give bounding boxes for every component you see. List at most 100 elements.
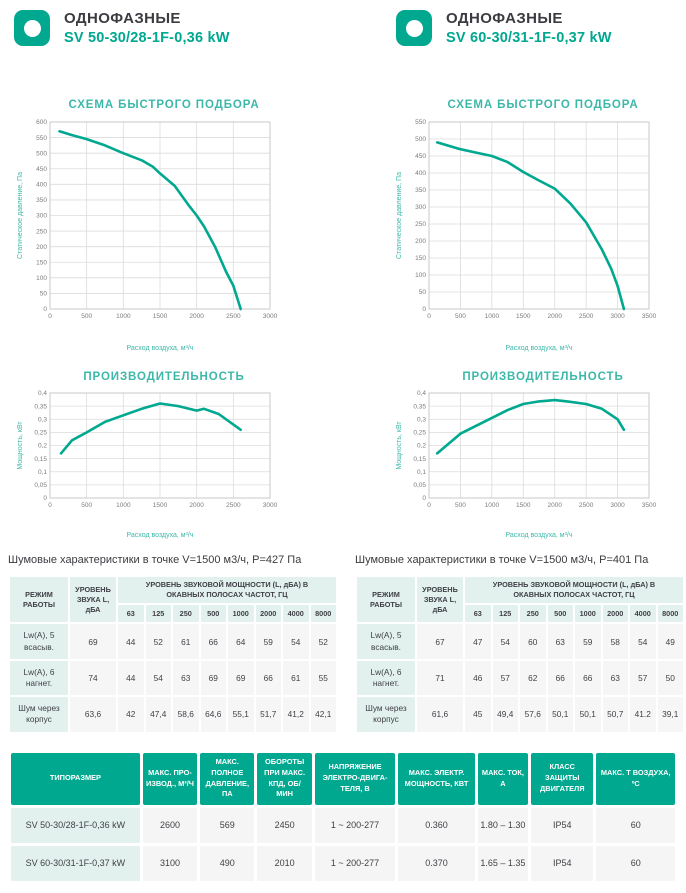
- power-chart-block-left: ПРОИЗВОДИТЕЛЬНОСТЬ 0 0,05 0,1 0,15 0,2 0,25 0,…: [4, 371, 324, 540]
- x-tick-label: 3000: [263, 502, 278, 509]
- x-tick-label: 3500: [642, 502, 657, 509]
- spec-table: ТИПОРАЗМЕР МАКС. ПРО-ИЗВОД., М³/Ч МАКС. ПО…: [8, 750, 678, 884]
- noise-value-cell: 49: [657, 624, 683, 659]
- noise-value-cell: 57: [492, 660, 518, 696]
- noise-row: Lw(A), 5 всасыв. 67 47 54 60 63 59 58 54 49: [357, 624, 683, 659]
- x-tick-label: 3500: [642, 313, 657, 320]
- noise-value-cell: 64: [228, 624, 254, 659]
- brand-icon: [14, 10, 50, 47]
- curve: [435, 398, 626, 455]
- noise-value-cell: 57: [630, 660, 656, 696]
- y-tick-label: 100: [415, 272, 426, 279]
- noise-row: Lw(A), 6 нагнет. 74 44 54 63 69 69 66 61 55: [10, 660, 336, 696]
- product-model: SV 60-30/31-1F-0,37 kW: [446, 29, 612, 46]
- noise-table-right: РЕЖИМ РАБОТЫ УРОВЕНЬ ЗВУКА L, дБА УРОВЕН…: [355, 575, 685, 734]
- x-axis-label: Расход воздуха, м³/ч: [505, 532, 572, 539]
- noise-value-cell: 46: [465, 660, 491, 696]
- y-tick-label: 0,15: [34, 456, 47, 463]
- y-tick-label: 0,4: [417, 390, 426, 397]
- frequency-header: 2000: [602, 604, 628, 623]
- x-tick-label: 1500: [153, 313, 168, 320]
- frequency-header: 500: [200, 604, 226, 623]
- circle-icon: [23, 19, 41, 37]
- noise-level-cell: 74: [70, 660, 116, 696]
- x-tick-label: 2000: [547, 502, 562, 509]
- noise-value-cell: 66: [547, 660, 573, 696]
- spec-value-cell: IP54: [531, 807, 594, 843]
- noise-value-cell: 50: [657, 660, 683, 696]
- y-tick-label: 0,15: [413, 456, 426, 463]
- x-tick-label: 0: [48, 313, 52, 320]
- spec-value-cell: 0.360: [398, 807, 475, 843]
- y-tick-label: 550: [36, 135, 47, 142]
- power-chart-block-right: ПРОИЗВОДИТЕЛЬНОСТЬ 0 0,05 0,1 0,15 0,2 0,25 0,…: [383, 371, 686, 540]
- noise-value-cell: 50,7: [602, 697, 628, 732]
- y-tick-label: 50: [419, 289, 427, 296]
- pressure-chart-right: 0 50 100 150 200 250 300 350 400 450 500 550 0 500 100…: [396, 119, 657, 352]
- y-tick-label: 200: [36, 244, 47, 251]
- y-tick-label: 400: [415, 170, 426, 177]
- x-tick-label: 1000: [116, 313, 131, 320]
- y-tick-label: 0,2: [417, 443, 426, 450]
- product-header-right: ОДНОФАЗНЫЕ SV 60-30/31-1F-0,37 kW: [396, 10, 686, 47]
- noise-mode-cell: Lw(A), 5 всасыв.: [357, 624, 415, 659]
- noise-value-cell: 66: [255, 660, 281, 696]
- y-tick-label: 50: [40, 290, 48, 297]
- noise-title: Шумовые характеристики в точке V=1500 м3…: [355, 553, 649, 566]
- x-tick-label: 0: [48, 502, 52, 509]
- spec-value-cell: IP54: [531, 845, 594, 881]
- noise-value-cell: 61: [283, 660, 309, 696]
- y-tick-label: 0,25: [413, 429, 426, 436]
- y-tick-label: 600: [36, 119, 47, 126]
- x-tick-label: 3000: [263, 313, 278, 320]
- y-tick-label: 0,05: [413, 482, 426, 489]
- noise-level-cell: 71: [417, 660, 463, 696]
- frequency-header: 250: [520, 604, 546, 623]
- y-axis-label: Мощность, кВт: [17, 420, 24, 469]
- y-tick-label: 100: [36, 275, 47, 282]
- y-tick-label: 250: [415, 221, 426, 228]
- frequency-header: 63: [465, 604, 491, 623]
- frequency-header: 4000: [630, 604, 656, 623]
- noise-value-cell: 55,1: [228, 697, 254, 732]
- noise-value-cell: 39,1: [657, 697, 683, 732]
- noise-value-cell: 50,1: [575, 697, 601, 732]
- noise-mode-cell: Lw(A), 5 всасыв.: [10, 624, 68, 659]
- y-axis-label: Мощность, кВт: [396, 420, 403, 469]
- product-header-left: ОДНОФАЗНЫЕ SV 50-30/28-1F-0,36 kW: [14, 10, 343, 47]
- spec-row: SV 60-30/31-1F-0,37 kW 3100 490 2010 1 ~ 200…: [11, 845, 675, 881]
- noise-value-cell: 51,7: [255, 697, 281, 732]
- y-tick-label: 400: [36, 181, 47, 188]
- noise-value-cell: 49,4: [492, 697, 518, 732]
- noise-group-header: УРОВЕНЬ ЗВУКОВОЙ МОЩНОСТИ (L, дБА) В ОКА…: [118, 576, 336, 603]
- column-sv60: ОДНОФАЗНЫЕ SV 60-30/31-1F-0,37 kW СХЕМА …: [343, 0, 686, 734]
- noise-value-cell: 44: [118, 624, 144, 659]
- spec-value-cell: 2010: [257, 845, 312, 881]
- spec-header-cell: МАКС. ПОЛНОЕ ДАВЛЕНИЕ, ПА: [200, 752, 255, 805]
- noise-value-cell: 54: [492, 624, 518, 659]
- spec-header-cell: МАКС. ЭЛЕКТР. МОЩНОСТЬ, КВТ: [398, 752, 475, 805]
- noise-title: Шумовые характеристики в точке V=1500 м3…: [8, 553, 302, 566]
- noise-value-cell: 41.2: [630, 697, 656, 732]
- x-tick-label: 2500: [579, 502, 594, 509]
- y-tick-label: 150: [36, 259, 47, 266]
- y-tick-label: 0,1: [417, 469, 426, 476]
- y-tick-label: 0,1: [38, 469, 47, 476]
- circle-icon: [405, 19, 423, 37]
- spec-value-cell: 1.80 – 1.30: [477, 807, 529, 843]
- curve: [59, 402, 242, 455]
- noise-level-cell: 63,6: [70, 697, 116, 732]
- noise-value-cell: 60: [520, 624, 546, 659]
- noise-row: Lw(A), 6 нагнет. 71 46 57 62 66 66 63 57 50: [357, 660, 683, 696]
- y-tick-label: 0: [43, 495, 47, 502]
- noise-value-cell: 66: [200, 624, 226, 659]
- x-tick-label: 2000: [547, 313, 562, 320]
- noise-group-header: УРОВЕНЬ ЗВУКОВОЙ МОЩНОСТИ (L, дБА) В ОКА…: [465, 576, 683, 603]
- noise-value-cell: 55: [310, 660, 336, 696]
- noise-value-cell: 69: [228, 660, 254, 696]
- spec-row: SV 50-30/28-1F-0,36 kW 2600 569 2450 1 ~ 200…: [11, 807, 675, 843]
- noise-value-cell: 62: [520, 660, 546, 696]
- noise-row: Шум через корпус 61,6 45 49,4 57,6 50,1 50,1 50…: [357, 697, 683, 732]
- spec-header-cell: ОБОРОТЫ ПРИ МАКС. КПД, ОБ/ МИН: [257, 752, 312, 805]
- y-tick-label: 450: [415, 153, 426, 160]
